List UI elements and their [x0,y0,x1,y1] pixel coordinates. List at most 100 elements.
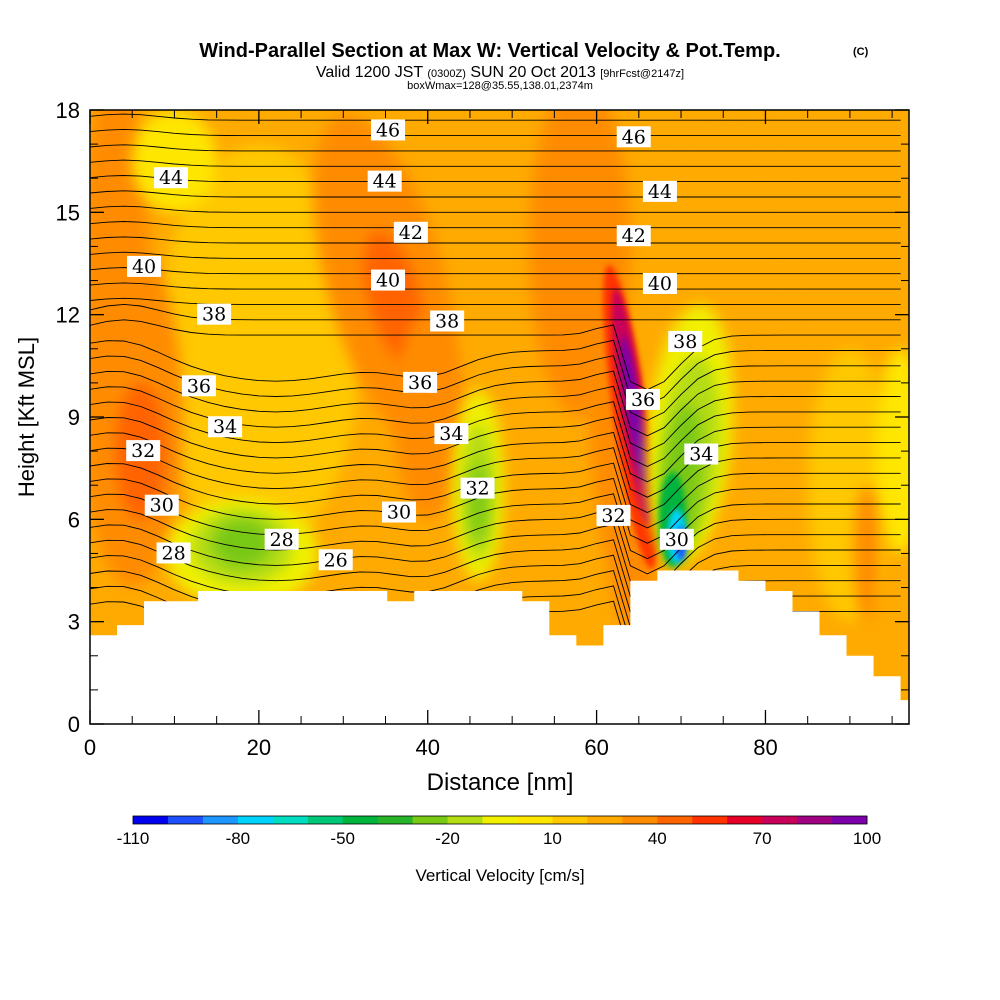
contour-label-box [371,269,406,291]
contour-label: 36 [403,371,438,394]
theta-contour-21 [90,282,901,290]
contour-label-text: 44 [373,171,397,193]
colorbar-swatch [797,816,833,824]
contour-label: 40 [642,272,677,295]
contour-label-box [616,225,651,247]
subtitle-valid: Valid 1200 JST [316,64,424,81]
contour-label: 40 [127,255,162,278]
theta-contour-4 [90,539,901,606]
contour-label-text: 40 [132,256,156,278]
velocity-cell-5 [363,231,425,364]
colorbar-swatch [447,816,483,824]
contour-label-text: 30 [150,495,174,517]
contour-label-text: 36 [631,389,655,411]
theta-contour-30 [90,144,901,152]
contour-label-box [626,388,661,410]
colorbar-tick-label: 40 [648,829,667,848]
contour-label: 32 [596,504,631,527]
contour-label-text: 44 [648,181,672,203]
y-tick-label: 0 [68,712,80,737]
theta-contour-24 [90,236,901,244]
colorbar-swatch [517,816,553,824]
contour-label: 34 [684,443,719,466]
x-tick-label: 80 [753,735,777,760]
contour-label-text: 38 [673,331,697,353]
colorbar-swatch [202,816,239,824]
velocity-cell-7 [132,110,217,213]
theta-contour-18 [90,319,901,391]
colorbar-swatch [692,816,728,824]
contour-label-box [127,255,162,277]
theta-contour-7 [90,493,901,560]
theta-contour-6 [90,508,901,575]
velocity-cell-28 [854,485,880,622]
colorbar-tick-label: 70 [753,829,772,848]
contour-label: 36 [181,375,216,397]
x-tick-label: 20 [247,735,271,760]
y-tick-label: 18 [56,98,80,123]
contour-label-box [264,528,299,550]
contour-label: 42 [393,221,428,244]
colorbar-swatch [237,816,274,824]
contour-label-box [208,416,243,438]
colorbar-tick-label: -110 [117,829,150,848]
theta-contour-17 [90,339,901,406]
subtitle-utc: (0300Z) [427,68,466,80]
contour-label-text: 30 [665,529,689,551]
colorbar-swatch [412,816,448,824]
theta-contour-5 [90,523,901,590]
contour-label-text: 34 [213,416,237,438]
contour-label-text: 28 [270,529,294,551]
contour-label-box [393,221,428,243]
contour-label-box [642,272,677,294]
contour-label: 30 [382,501,417,524]
contour-label-text: 34 [689,444,713,466]
contour-label: 26 [318,549,353,571]
contour-label: 36 [626,388,661,411]
contour-label-text: 30 [387,502,411,524]
contour-label: 34 [434,423,469,445]
contour-label: 34 [208,416,243,438]
colorbar-tick-label: -20 [435,829,460,848]
colorbar-swatch [727,816,763,824]
x-axis-label: Distance [nm] [427,769,574,796]
contour-label: 28 [264,528,299,551]
chart-subtitle-box: boxWmax=128@35.55,138.01,2374m [407,80,593,92]
velocity-cell-6 [393,314,462,520]
contour-label-text: 32 [465,478,489,500]
contour-label: 44 [642,180,677,203]
y-tick-label: 9 [68,405,80,430]
contour-label: 28 [156,542,191,564]
colorbar-swatch [622,816,658,824]
colorbar-swatch [762,816,798,824]
contour-label: 38 [197,303,232,326]
contour-label-box [434,423,469,445]
contour-label-box [126,440,161,462]
velocity-cell-0 [157,144,361,554]
contour-label-box [659,528,694,550]
theta-contour-12 [90,416,901,483]
contour-label-box [318,549,353,571]
theta-contour-28 [90,175,901,183]
theta-contour-22 [90,267,901,275]
contour-label-box [642,180,677,202]
contour-label: 46 [371,119,406,141]
contour-label-text: 42 [399,222,423,244]
contour-label-box [144,494,179,516]
theta-contour-33 [90,99,901,105]
contour-label: 44 [154,167,189,189]
x-tick-label: 40 [415,735,439,760]
potential-temperature-contours [90,99,901,667]
contour-label-box [460,477,495,499]
contour-label: 40 [371,269,406,292]
subtitle-forecast: [9hrFcst@2147z] [600,68,684,80]
contour-label-text: 40 [648,273,672,295]
contour-label: 42 [616,225,651,247]
colorbar: -110 -80 -50 -20 10 40 70 100 [117,815,881,848]
contour-label-text: 36 [187,375,211,397]
theta-contour-11 [90,431,901,498]
y-axis-label: Height [Kft MSL] [14,337,39,497]
